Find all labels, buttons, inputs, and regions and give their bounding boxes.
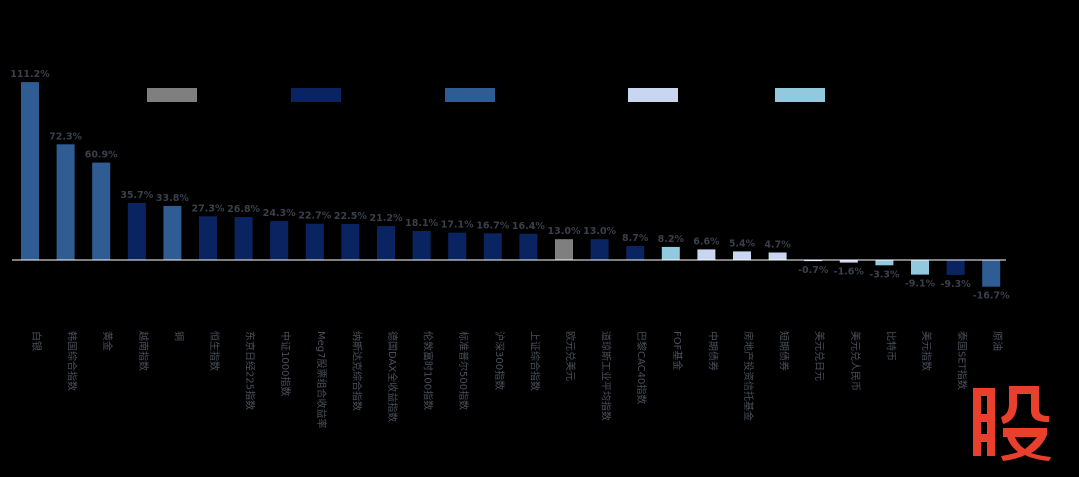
bar	[127, 202, 146, 260]
category-label: 黄金	[101, 331, 114, 351]
value-label: 8.7%	[622, 233, 649, 244]
value-label: 35.7%	[120, 190, 153, 201]
value-label: 111.2%	[10, 69, 50, 80]
category-label: 伦敦富时100指数	[422, 331, 435, 410]
category-label: 越南指数	[137, 331, 150, 371]
value-label: 16.4%	[512, 221, 545, 232]
category-label: 东京日经225指数	[244, 331, 257, 410]
bar	[163, 205, 182, 260]
bar	[234, 217, 253, 260]
category-label: 短期债券	[778, 331, 791, 371]
category-label: 巴黎CAC40指数	[635, 331, 648, 404]
value-label: 16.7%	[476, 220, 509, 231]
category-label: 沪深300指数	[493, 331, 506, 390]
bar	[911, 260, 929, 275]
value-label: 5.4%	[729, 238, 756, 249]
category-label: 欧元兑美元	[564, 331, 577, 381]
legend-swatch	[628, 88, 678, 102]
bar	[199, 216, 217, 260]
value-label: 17.1%	[441, 220, 474, 231]
category-label: 房地产投资信托基金	[742, 331, 755, 421]
category-label: 铜	[172, 331, 184, 341]
category-label: 白银	[30, 331, 43, 351]
bar	[661, 246, 680, 260]
value-label: -0.7%	[798, 265, 829, 276]
category-label: 中证1000指数	[279, 331, 292, 396]
value-label: 8.2%	[658, 234, 685, 245]
value-label: 33.8%	[156, 193, 189, 204]
stock-logo-watermark: 股	[973, 386, 1051, 461]
value-label: 21.2%	[370, 213, 403, 224]
legend-swatch	[291, 88, 341, 102]
category-label: 纳斯达克综合指数	[350, 331, 363, 411]
category-label: FOF基金	[671, 331, 684, 370]
legend-swatch	[775, 88, 825, 102]
category-label: 上证综合指数	[528, 331, 541, 391]
bar	[483, 233, 502, 260]
value-label: -9.3%	[940, 279, 971, 290]
bar	[804, 260, 823, 262]
value-label: 22.7%	[298, 211, 331, 222]
bar	[448, 232, 467, 260]
bar	[519, 233, 538, 260]
legend	[147, 88, 825, 102]
value-labels: 111.2% 72.3%60.9% 35.7% 33.8%27.3% 26.8% 24.3…	[10, 69, 1010, 302]
category-label: 恒生指数	[208, 331, 221, 371]
bar	[839, 260, 858, 263]
category-label: 美元指数	[920, 331, 933, 371]
bar	[341, 224, 360, 260]
bar	[270, 221, 289, 260]
value-label: 24.3%	[263, 208, 296, 219]
value-label: 60.9%	[85, 150, 118, 161]
category-label: 标准普尔500指数	[457, 331, 470, 410]
bar	[555, 239, 573, 260]
value-label: -1.6%	[834, 267, 865, 278]
value-label: 26.8%	[227, 204, 260, 215]
category-label: 泰国SET指数	[956, 331, 969, 390]
category-label: 美元兑人民币	[849, 331, 862, 391]
category-label: 道琼斯工业平均指数	[600, 331, 613, 421]
bar	[21, 82, 39, 260]
category-label: 比特币	[884, 331, 896, 361]
category-label: 德国DAX全收益指数	[386, 331, 399, 422]
bar	[412, 231, 431, 260]
bar	[590, 239, 609, 260]
value-label: 22.5%	[334, 211, 367, 222]
bar	[733, 251, 751, 260]
value-label: 18.1%	[405, 218, 438, 229]
category-label: Meg7股票组合收益率	[315, 331, 328, 429]
value-label: 13.0%	[583, 226, 616, 237]
value-label: 4.7%	[764, 240, 791, 251]
bar	[92, 162, 111, 260]
value-label: 6.6%	[693, 236, 720, 247]
category-label: 韩国综合指数	[66, 331, 79, 391]
category-labels: 白银 韩国综合指数 黄金 越南指数 铜 恒生指数 东京日经225指数 中证1000指数 Meg7…	[30, 331, 1004, 429]
bar	[305, 223, 324, 260]
category-label: 原油	[991, 331, 1004, 351]
category-label: 中期债券	[706, 331, 719, 371]
bars	[21, 82, 1001, 287]
value-label: -9.1%	[905, 279, 936, 290]
value-label: -3.3%	[869, 269, 900, 280]
category-label: 美元兑日元	[813, 331, 826, 381]
bar	[377, 226, 395, 260]
bar	[946, 260, 965, 275]
legend-swatch	[147, 88, 197, 102]
value-label: 72.3%	[49, 131, 82, 142]
bar	[875, 260, 894, 266]
bar	[697, 249, 716, 260]
legend-swatch	[445, 88, 495, 102]
bar	[768, 252, 787, 260]
bar	[982, 260, 1001, 287]
bar	[56, 144, 75, 260]
value-label: 27.3%	[192, 203, 225, 214]
value-label: 13.0%	[548, 226, 581, 237]
value-label: -16.7%	[973, 291, 1010, 302]
bar	[626, 246, 645, 260]
